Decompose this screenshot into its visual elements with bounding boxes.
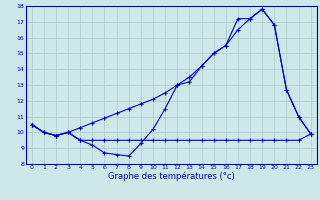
- X-axis label: Graphe des températures (°c): Graphe des températures (°c): [108, 172, 235, 181]
